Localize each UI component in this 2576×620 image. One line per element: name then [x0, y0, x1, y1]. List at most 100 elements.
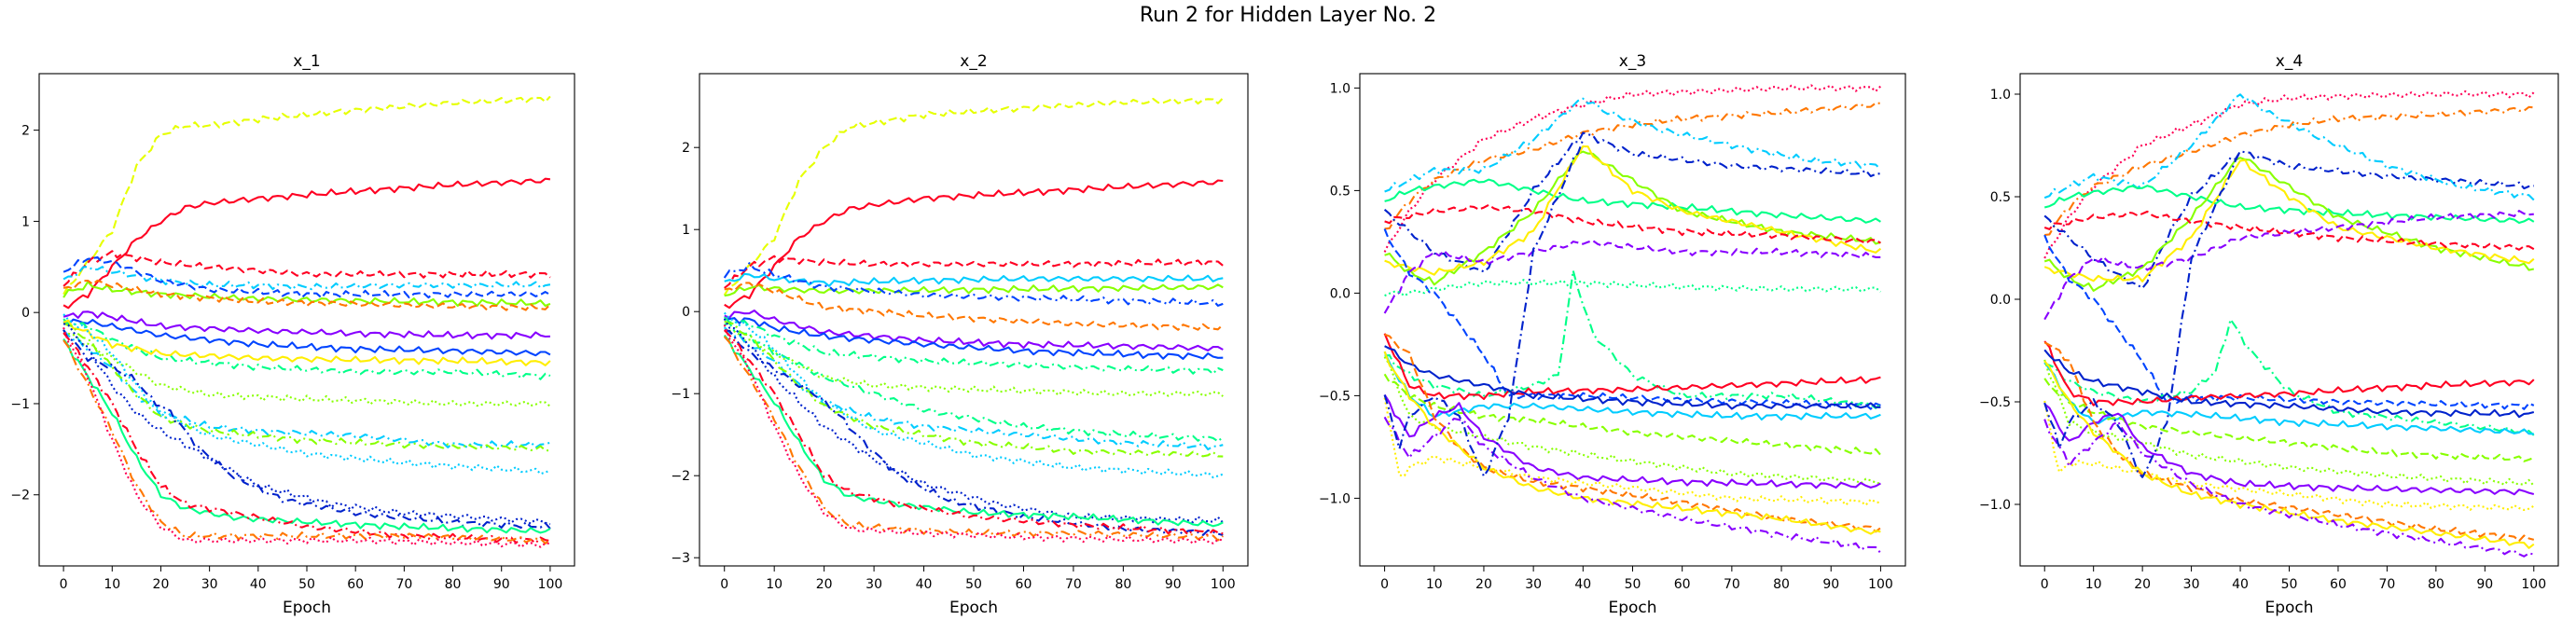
- x-tick-label: 30: [866, 577, 882, 592]
- plot-area: [2043, 90, 2535, 558]
- series-line: [1384, 178, 1881, 224]
- x-tick-label: 10: [766, 577, 782, 592]
- series-line: [62, 177, 551, 310]
- series-line: [62, 318, 551, 357]
- plot-area: [1383, 84, 1882, 554]
- x-tick-label: 90: [2476, 577, 2493, 592]
- x-tick-label: 20: [2134, 577, 2151, 592]
- figure-suptitle: Run 2 for Hidden Layer No. 2: [1139, 4, 1437, 27]
- x-tick-label: 50: [298, 577, 315, 592]
- series-line: [724, 282, 1225, 331]
- axes-frame: [699, 73, 1249, 567]
- series-line: [1383, 333, 1881, 401]
- y-tick-label: −1.0: [1319, 491, 1350, 506]
- x-tick-label: 60: [347, 577, 364, 592]
- y-tick-label: 1: [682, 223, 690, 238]
- x-tick-label: 80: [1773, 577, 1790, 592]
- series-line: [723, 97, 1225, 296]
- subplot-title: x_3: [1619, 52, 1646, 71]
- series-line: [724, 329, 1224, 397]
- x-tick-label: 40: [250, 577, 267, 592]
- series-line: [62, 266, 551, 291]
- x-tick-label: 20: [1475, 577, 1492, 592]
- series-line: [1384, 203, 1881, 244]
- series-line: [1384, 333, 1882, 533]
- subplot-title: x_2: [960, 52, 987, 71]
- plot-area: [723, 97, 1225, 544]
- series-line: [2043, 341, 2535, 543]
- series-line: [2043, 360, 2535, 549]
- x-tick-label: 70: [1065, 577, 1082, 592]
- y-tick-label: −1: [671, 387, 690, 402]
- series-line: [723, 329, 1224, 537]
- y-tick-label: 0: [682, 305, 690, 320]
- x-tick-label: 30: [1525, 577, 1542, 592]
- series-line: [724, 179, 1224, 310]
- y-tick-label: −0.5: [1979, 395, 2011, 410]
- x-tick-label: 60: [1016, 577, 1032, 592]
- x-tick-label: 10: [104, 577, 120, 592]
- x-tick-label: 0: [2041, 577, 2049, 592]
- x-tick-label: 0: [720, 577, 728, 592]
- series-line: [62, 319, 551, 366]
- x-axis-label: Epoch: [949, 599, 998, 617]
- series-line: [723, 318, 1225, 524]
- subplot-x_1: 0 10 20 30 40 50 60 70 80 90 100 −2 −1 0 1 2 x_1 Epoch: [10, 52, 575, 617]
- series-line: [1384, 102, 1881, 230]
- y-tick-label: 2: [682, 141, 690, 156]
- x-tick-label: 60: [1674, 577, 1691, 592]
- series-line: [2043, 185, 2535, 225]
- x-tick-label: 90: [1165, 577, 1182, 592]
- subplot-title: x_1: [293, 52, 320, 71]
- series-line: [2044, 105, 2534, 237]
- series-line: [62, 332, 551, 544]
- y-tick-label: −2: [671, 469, 690, 484]
- y-tick-label: −0.5: [1319, 389, 1350, 404]
- y-tick-label: 1.0: [1990, 88, 2011, 103]
- x-tick-label: 60: [2330, 577, 2347, 592]
- series-line: [1383, 416, 1882, 554]
- x-tick-label: 70: [2378, 577, 2395, 592]
- x-tick-label: 90: [493, 577, 510, 592]
- series-line: [723, 262, 1224, 307]
- y-tick-label: −1.0: [1979, 498, 2011, 513]
- series-line: [62, 322, 550, 452]
- series-line: [723, 311, 1224, 479]
- x-tick-label: 30: [2183, 577, 2200, 592]
- series-line: [62, 338, 551, 534]
- series-line: [62, 313, 551, 475]
- x-axis-label: Epoch: [283, 599, 331, 617]
- series-line: [2043, 378, 2535, 462]
- series-line: [2043, 234, 2535, 410]
- plot-area: [62, 95, 551, 548]
- x-tick-label: 10: [2085, 577, 2102, 592]
- series-line: [724, 317, 1224, 360]
- x-tick-label: 70: [395, 577, 412, 592]
- series-line: [723, 316, 1224, 376]
- series-line: [1384, 279, 1882, 297]
- x-tick-label: 10: [1426, 577, 1443, 592]
- y-tick-label: −2: [10, 489, 30, 503]
- x-tick-label: 80: [445, 577, 462, 592]
- series-line: [2043, 400, 2535, 512]
- series-line: [723, 326, 1224, 451]
- series-line: [724, 329, 1224, 537]
- series-line: [1384, 269, 1882, 409]
- x-tick-label: 80: [2428, 577, 2444, 592]
- y-tick-label: 0.5: [1330, 184, 1350, 199]
- x-tick-label: 50: [965, 577, 982, 592]
- series-line: [1383, 240, 1881, 314]
- series-line: [62, 339, 551, 544]
- y-tick-label: 0.0: [1990, 293, 2011, 308]
- x-tick-label: 100: [2521, 577, 2546, 592]
- series-line: [2043, 150, 2534, 290]
- y-tick-label: −1: [10, 397, 30, 412]
- x-tick-label: 0: [1380, 577, 1389, 592]
- y-tick-label: 2: [21, 124, 30, 139]
- series-line: [2043, 349, 2535, 419]
- series-line: [1384, 150, 1881, 286]
- series-line: [2043, 359, 2535, 487]
- subplot-x_2: 0 10 20 30 40 50 60 70 80 90 100 −3 −2 −1 0 1 2 x_2 Epoch: [671, 52, 1249, 617]
- x-tick-label: 90: [1822, 577, 1839, 592]
- subplot-title: x_4: [2276, 52, 2303, 71]
